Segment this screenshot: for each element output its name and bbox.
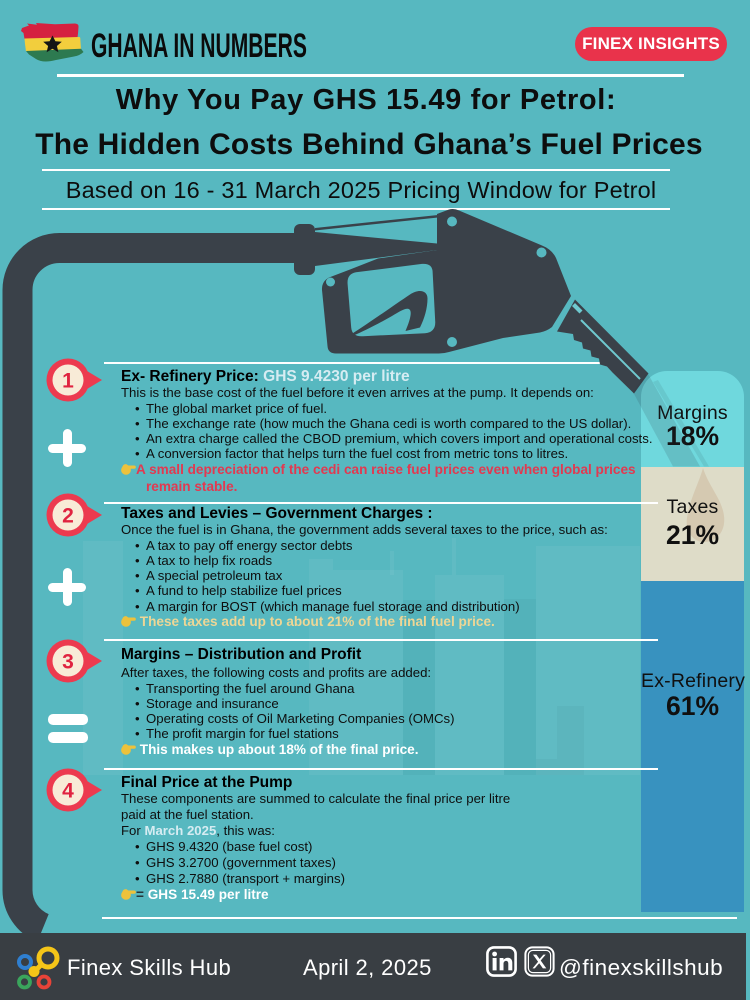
svg-text:3: 3	[62, 651, 74, 674]
svg-text:1: 1	[62, 370, 74, 393]
svg-text:2: 2	[62, 505, 74, 528]
svg-text:4: 4	[62, 780, 74, 803]
